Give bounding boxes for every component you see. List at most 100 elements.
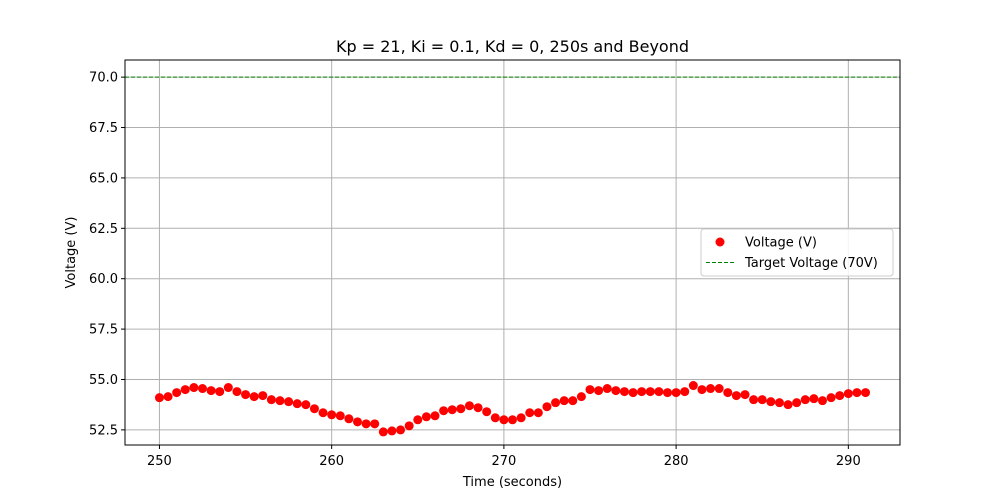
voltage-point [206, 386, 216, 396]
voltage-point [335, 411, 345, 421]
voltage-point [766, 397, 776, 407]
voltage-point [714, 384, 724, 394]
voltage-point [387, 426, 397, 436]
voltage-point [309, 404, 319, 414]
voltage-point [697, 385, 707, 395]
voltage-point [835, 391, 845, 401]
x-tick-label: 290 [836, 454, 861, 469]
voltage-point [671, 388, 681, 398]
voltage-point [637, 387, 647, 397]
voltage-point [611, 386, 621, 396]
voltage-point [594, 386, 604, 396]
voltage-point [370, 419, 380, 429]
grid-lines [125, 60, 900, 445]
voltage-point [654, 387, 664, 397]
voltage-point [619, 387, 629, 397]
voltage-point [645, 387, 655, 397]
voltage-point [688, 381, 698, 391]
voltage-point [499, 415, 509, 425]
legend-marker-voltage [715, 237, 725, 247]
axis-ticks: 250 260 270 280 290 52.5 55.0 57.5 60.0 62.5 65.0 6… [89, 71, 861, 469]
voltage-point [473, 403, 483, 413]
voltage-point [706, 384, 716, 394]
voltage-point [585, 385, 595, 395]
voltage-point [792, 398, 802, 408]
voltage-point [723, 388, 733, 398]
voltage-point [818, 396, 827, 406]
y-tick-label: 67.5 [89, 121, 118, 136]
voltage-point [275, 396, 285, 406]
voltage-point [809, 394, 819, 404]
voltage-point [439, 406, 449, 416]
voltage-point [344, 414, 354, 424]
voltage-point [516, 413, 526, 423]
voltage-point [843, 389, 853, 399]
voltage-point [327, 410, 337, 420]
voltage-point [464, 401, 474, 411]
voltage-point [180, 385, 190, 395]
voltage-point [740, 390, 750, 400]
x-tick-label: 260 [319, 454, 344, 469]
y-tick-label: 52.5 [89, 423, 118, 438]
voltage-point [430, 411, 440, 421]
voltage-point [223, 383, 233, 393]
data-series [125, 76, 900, 437]
voltage-point [413, 415, 423, 425]
legend: Voltage (V) Target Voltage (70V) [700, 228, 894, 277]
voltage-point [154, 393, 164, 403]
voltage-point [861, 388, 871, 398]
y-tick-label: 65.0 [89, 171, 118, 186]
voltage-point [774, 398, 784, 408]
voltage-point [456, 404, 466, 414]
voltage-point [525, 408, 535, 418]
legend-label-voltage: Voltage (V) [745, 236, 817, 251]
x-tick-label: 270 [491, 454, 516, 469]
voltage-point [266, 395, 276, 405]
voltage-point [663, 388, 672, 398]
y-tick-label: 70.0 [89, 71, 118, 86]
voltage-point [353, 417, 362, 427]
voltage-point [318, 408, 328, 418]
voltage-point [361, 419, 371, 429]
voltage-point [852, 388, 862, 398]
voltage-point [826, 393, 836, 403]
x-axis-label: Time (seconds) [462, 475, 562, 490]
voltage-point [800, 395, 810, 405]
voltage-point [172, 388, 182, 398]
voltage-point [198, 384, 207, 394]
y-axis-label: Voltage (V) [64, 217, 79, 289]
voltage-point [749, 395, 759, 405]
voltage-point [404, 421, 414, 431]
voltage-point [301, 400, 311, 410]
x-tick-label: 250 [147, 454, 172, 469]
voltage-point [258, 391, 268, 401]
voltage-point [241, 390, 251, 400]
voltage-point [551, 398, 561, 408]
voltage-point [215, 387, 225, 397]
voltage-point [396, 425, 406, 435]
legend-box [700, 228, 894, 277]
voltage-point [628, 388, 638, 398]
voltage-point [482, 407, 492, 417]
voltage-point [757, 395, 767, 405]
voltage-point [602, 384, 612, 394]
voltage-point [163, 392, 173, 402]
voltage-point [232, 387, 242, 397]
voltage-point [189, 383, 199, 393]
voltage-point [783, 400, 793, 410]
voltage-point [421, 412, 431, 422]
x-tick-label: 280 [664, 454, 689, 469]
voltage-point [542, 402, 552, 412]
plot-area-frame [124, 59, 901, 446]
voltage-point [576, 392, 586, 402]
voltage-point [731, 391, 741, 401]
voltage-point [568, 396, 578, 406]
y-tick-label: 60.0 [89, 272, 118, 287]
voltage-point [292, 399, 302, 409]
y-tick-label: 55.0 [89, 373, 118, 388]
voltage-point [490, 413, 500, 423]
voltage-point [533, 408, 543, 418]
legend-label-target: Target Voltage (70V) [744, 256, 878, 271]
y-tick-label: 57.5 [89, 323, 118, 338]
